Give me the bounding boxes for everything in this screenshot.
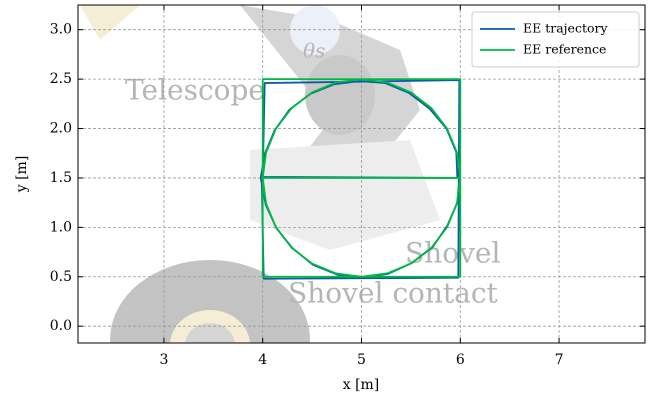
legend-label: EE reference xyxy=(523,42,606,57)
lines xyxy=(259,78,462,280)
annotation: Telescope xyxy=(125,74,265,107)
y-axis-label: y [m] xyxy=(14,156,30,194)
y-tick-label: 2.5 xyxy=(50,71,72,87)
x-axis-label: x [m] xyxy=(343,377,380,393)
legend-box xyxy=(471,11,640,68)
x-tick-label: 4 xyxy=(258,352,267,368)
y-tick-label: 1.5 xyxy=(50,170,72,186)
annotation: θs xyxy=(303,39,325,63)
legend-label: EE trajectory xyxy=(523,21,608,36)
y-tick-label: 1.0 xyxy=(50,219,72,235)
annotation: Shovel xyxy=(405,237,500,270)
y-tick-label: 0.5 xyxy=(50,269,72,285)
x-tick-label: 3 xyxy=(159,352,168,368)
x-tick-label: 6 xyxy=(456,352,465,368)
x-tick-label: 7 xyxy=(555,352,564,368)
y-tick-label: 2.0 xyxy=(50,121,72,137)
y-tick-label: 0.0 xyxy=(50,318,72,334)
background-illustration xyxy=(80,5,440,343)
ticks: 3 4 5 6 7 0.0 0.5 1.0 1.5 2.0 2.5 3.0 xyxy=(50,5,645,368)
series-line xyxy=(261,78,462,278)
annotation: Shovel contact xyxy=(288,277,499,310)
y-tick-label: 3.0 xyxy=(50,22,72,38)
x-tick-label: 5 xyxy=(357,352,366,368)
legend: EE trajectory EE reference xyxy=(471,11,640,68)
